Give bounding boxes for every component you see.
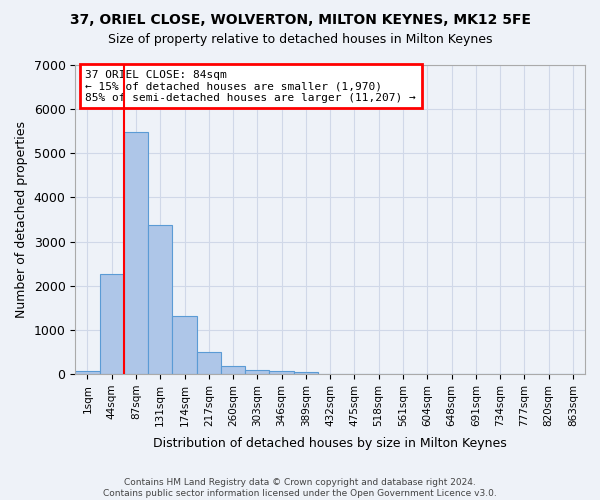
Text: Size of property relative to detached houses in Milton Keynes: Size of property relative to detached ho… <box>108 32 492 46</box>
X-axis label: Distribution of detached houses by size in Milton Keynes: Distribution of detached houses by size … <box>153 437 507 450</box>
Bar <box>172 316 197 374</box>
Bar <box>269 371 294 374</box>
Bar <box>294 372 318 374</box>
Y-axis label: Number of detached properties: Number of detached properties <box>15 121 28 318</box>
Bar <box>148 225 172 374</box>
Bar <box>221 366 245 374</box>
Bar <box>245 370 269 374</box>
Bar <box>75 370 100 374</box>
Bar <box>197 352 221 374</box>
Text: 37, ORIEL CLOSE, WOLVERTON, MILTON KEYNES, MK12 5FE: 37, ORIEL CLOSE, WOLVERTON, MILTON KEYNE… <box>70 12 530 26</box>
Bar <box>124 132 148 374</box>
Text: 37 ORIEL CLOSE: 84sqm
← 15% of detached houses are smaller (1,970)
85% of semi-d: 37 ORIEL CLOSE: 84sqm ← 15% of detached … <box>85 70 416 103</box>
Bar <box>100 274 124 374</box>
Text: Contains HM Land Registry data © Crown copyright and database right 2024.
Contai: Contains HM Land Registry data © Crown c… <box>103 478 497 498</box>
